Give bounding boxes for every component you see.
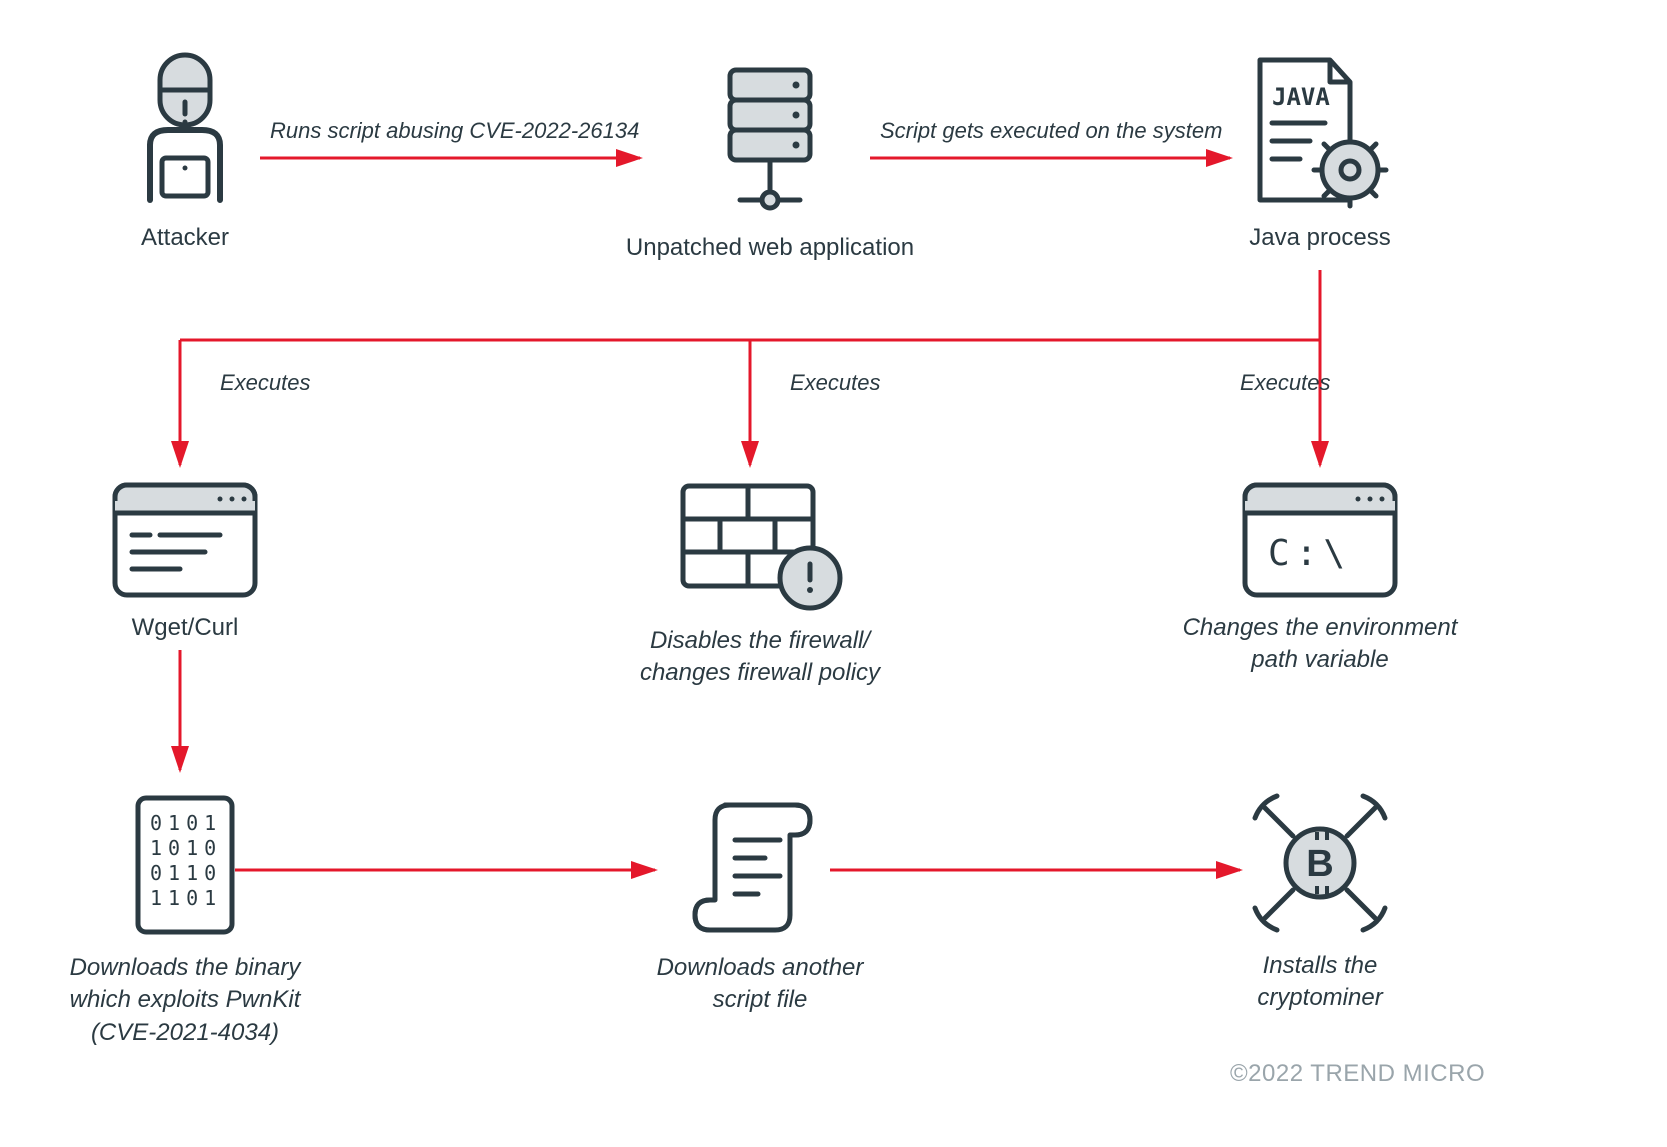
node-wgetcurl: Wget/Curl (100, 480, 270, 644)
server-icon (620, 60, 920, 220)
node-javaproc-label: Java process (1220, 222, 1420, 254)
node-envpath-label: Changes the environment path variable (1170, 612, 1470, 677)
edge-label-1: Runs script abusing CVE-2022-26134 (270, 118, 639, 144)
node-pwnkit: 0101 1010 0110 1101 Downloads the binary… (55, 790, 315, 1049)
svg-text:0110: 0110 (150, 861, 222, 885)
scroll-icon (640, 790, 880, 940)
svg-text:0101: 0101 (150, 811, 222, 835)
node-pwnkit-label: Downloads the binary which exploits PwnK… (55, 952, 315, 1049)
cmd-window-icon: C:\ (1170, 480, 1470, 600)
java-file-icon: JAVA (1220, 55, 1420, 210)
edge-wget-pwnkit (170, 650, 190, 780)
node-webapp-label: Unpatched web application (620, 232, 920, 264)
node-script2-label: Downloads another script file (640, 952, 880, 1017)
firewall-icon (620, 478, 900, 613)
attacker-icon (105, 50, 265, 210)
node-webapp: Unpatched web application (620, 60, 920, 264)
svg-text:B: B (1306, 843, 1333, 885)
node-firewall-label: Disables the firewall/ changes firewall … (620, 625, 900, 690)
node-attacker-label: Attacker (105, 222, 265, 254)
node-cryptominer-label: Installs the cryptominer (1225, 950, 1415, 1015)
edge-webapp-java (870, 148, 1240, 168)
edge-attacker-webapp (260, 148, 650, 168)
svg-text:1101: 1101 (150, 886, 222, 910)
node-attacker: Attacker (105, 50, 265, 254)
node-envpath: C:\ Changes the environment path variabl… (1170, 480, 1470, 677)
node-wgetcurl-label: Wget/Curl (100, 612, 270, 644)
edge-label-3: Executes (220, 370, 311, 396)
node-script2: Downloads another script file (640, 790, 880, 1017)
node-javaproc: JAVA Java process (1220, 55, 1420, 254)
svg-text:1010: 1010 (150, 836, 222, 860)
svg-text:C:\: C:\ (1268, 533, 1351, 574)
crypto-mining-icon: B (1225, 788, 1415, 938)
binary-file-icon: 0101 1010 0110 1101 (55, 790, 315, 940)
edge-label-2: Script gets executed on the system (880, 118, 1222, 144)
edge-label-5: Executes (1240, 370, 1331, 396)
node-cryptominer: B Installs the cryptominer (1225, 788, 1415, 1015)
copyright-text: ©2022 TREND MICRO (1230, 1060, 1485, 1088)
terminal-window-icon (100, 480, 270, 600)
node-firewall: Disables the firewall/ changes firewall … (620, 478, 900, 690)
edge-label-4: Executes (790, 370, 881, 396)
edge-java-fanout (150, 270, 1330, 480)
svg-text:JAVA: JAVA (1272, 83, 1330, 111)
edge-script-crypto (830, 860, 1250, 880)
